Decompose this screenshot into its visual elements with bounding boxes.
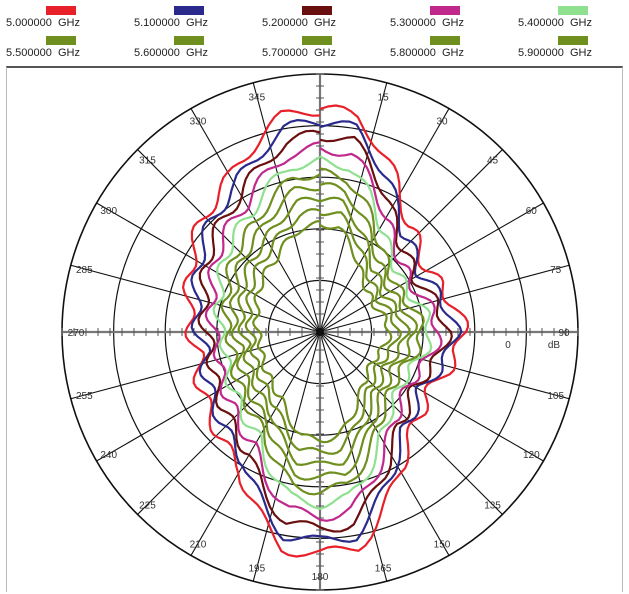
pattern-traces [182,104,470,558]
series-trace [228,182,418,481]
series-trace [252,220,393,444]
angle-tick-label: 180 [312,572,329,583]
legend-swatch [558,36,588,45]
series-trace [244,208,402,455]
legend-label: 5.600000 GHz [134,47,208,59]
legend-item: 5.600000 GHz [128,32,248,62]
grid-spoke [137,331,321,515]
series-trace [190,119,463,543]
grid-spoke [252,82,321,333]
angle-tick-label: 135 [484,501,501,512]
angle-tick-label: 90 [558,328,570,339]
center-dot [316,328,324,336]
series-trace [197,129,453,533]
angle-tick-label: 165 [375,564,392,575]
angle-tick-label: 30 [436,117,448,128]
chart-legend: 5.000000 GHz 5.100000 GHz 5.200000 GHz 5.30… [0,0,629,66]
legend-item: 5.500000 GHz [0,32,120,62]
angle-tick-label: 315 [139,155,156,166]
grid-spoke [319,331,570,400]
legend-swatch [430,36,460,45]
series-trace [204,141,443,522]
legend-label: 5.800000 GHz [390,47,464,59]
angle-tick-label: 15 [378,92,390,103]
angle-tick-label: 105 [547,391,564,402]
series-trace [220,167,425,496]
legend-label: 5.500000 GHz [6,47,80,59]
legend-item: 5.300000 GHz [384,2,504,32]
chart-frame [6,66,623,592]
legend-label: 5.700000 GHz [262,47,336,59]
angle-tick-label: 300 [100,206,117,217]
grid-spoke [137,149,321,333]
series-trace [237,196,411,466]
angle-tick-label: 285 [76,265,93,276]
angle-tick-label: 270 [68,328,85,339]
angle-tick-label: 345 [249,92,266,103]
legend-item: 5.800000 GHz [384,32,504,62]
angle-tick-label: 195 [249,564,266,575]
angle-tick-label: 210 [190,539,207,550]
angle-tick-label: 150 [434,539,451,550]
polar-chart: 15 30 45 60 75 90 105 120 135 150 165 180 195 210 225 2… [61,73,579,591]
legend-label: 5.000000 GHz [6,17,80,29]
legend-item: 5.400000 GHz [512,2,629,32]
legend-item: 5.900000 GHz [512,32,629,62]
angle-tick-label: 255 [76,391,93,402]
grid-spoke [70,264,321,333]
legend-swatch [430,6,460,15]
legend-swatch [46,6,76,15]
grid-spoke [319,331,388,582]
unit-label: dB [548,340,561,351]
legend-swatch [174,6,204,15]
angle-tick-label: 45 [487,155,499,166]
angle-tick-label: 120 [523,450,540,461]
angle-tick-label: 240 [100,450,117,461]
angle-tick-label: 60 [526,206,538,217]
angle-tick-label: 330 [190,117,207,128]
legend-item: 5.100000 GHz [128,2,248,32]
angle-tick-label: 225 [139,501,156,512]
grid-spoke [190,331,321,556]
angle-tick-label: 75 [550,265,562,276]
legend-swatch [46,36,76,45]
legend-swatch [174,36,204,45]
series-trace [212,155,433,510]
legend-swatch [302,36,332,45]
legend-item: 5.000000 GHz [0,2,120,32]
grid-spoke [319,108,450,333]
legend-label: 5.200000 GHz [262,17,336,29]
legend-swatch [558,6,588,15]
radial-tick-label: 0 [505,340,511,351]
legend-label: 5.300000 GHz [390,17,464,29]
legend-label: 5.900000 GHz [518,47,592,59]
grid-spoke [319,331,544,462]
legend-label: 5.400000 GHz [518,17,592,29]
grid-spoke [319,202,544,333]
angle-labels: 15 30 45 60 75 90 105 120 135 150 165 180 195 210 225 2… [68,92,570,583]
legend-swatch [302,6,332,15]
series-trace [182,104,470,558]
legend-item: 5.700000 GHz [256,32,376,62]
grid-spoke [70,331,321,400]
legend-item: 5.200000 GHz [256,2,376,32]
legend-label: 5.100000 GHz [134,17,208,29]
